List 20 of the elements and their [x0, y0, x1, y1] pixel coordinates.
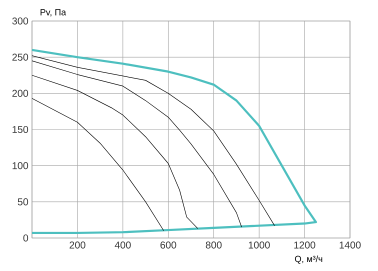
y-tick-label: 150 [12, 126, 28, 134]
x-tick-label: 1200 [294, 242, 316, 249]
x-tick-label: 400 [114, 242, 131, 249]
x-tick-label: 1400 [340, 242, 361, 249]
x-tick-label: 600 [160, 242, 176, 249]
y-axis-title: Pv, Па [40, 9, 66, 16]
y-tick-label: 100 [12, 162, 28, 170]
y-tick-label: 200 [12, 90, 28, 97]
x-tick-label: 800 [206, 242, 222, 249]
line-series [30, 48, 318, 234]
y-tick-label: 0 [23, 234, 28, 242]
line-series [32, 74, 198, 229]
x-tick-label: 1000 [248, 242, 270, 249]
y-tick-label: 250 [12, 54, 28, 61]
line-series [32, 60, 242, 228]
x-axis-title: Q, м³/ч [294, 256, 322, 264]
y-tick-label: 50 [18, 198, 28, 206]
y-tick-label: 300 [12, 17, 28, 25]
x-tick-label: 200 [70, 242, 86, 249]
line-series [32, 98, 164, 232]
